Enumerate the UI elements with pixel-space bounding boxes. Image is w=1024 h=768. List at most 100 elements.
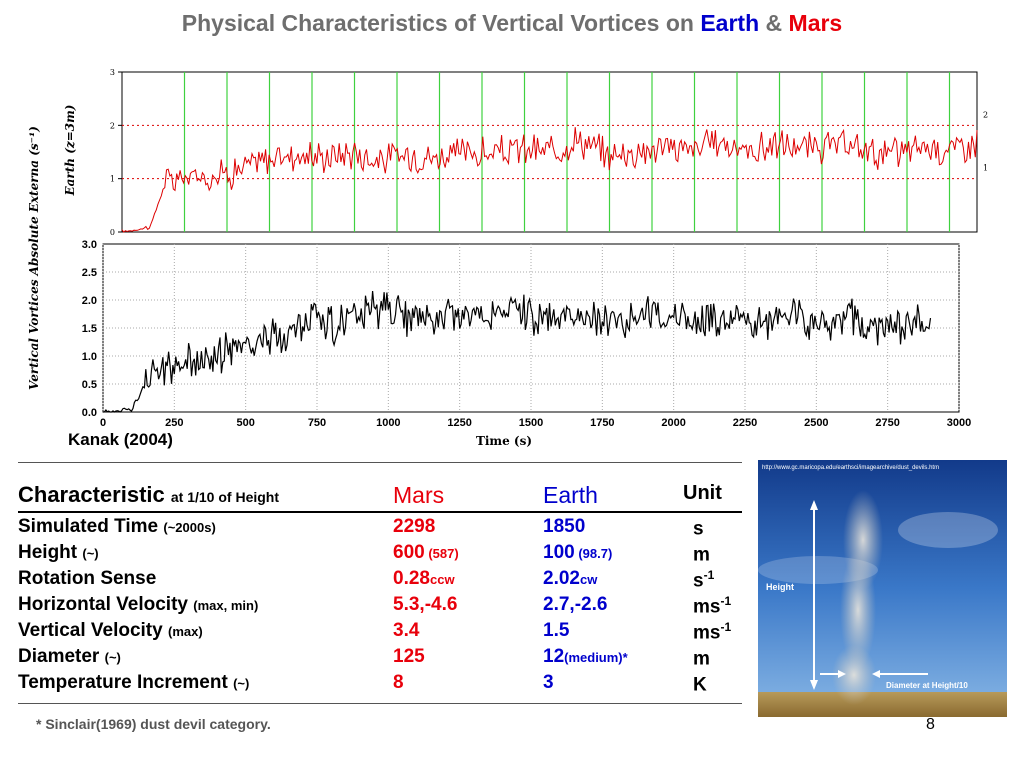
row-mars-note: ccw [429, 572, 455, 587]
lab-series-line [102, 290, 932, 413]
row-unit: s-1 [693, 568, 714, 592]
row-characteristic-qualifier: (~) [104, 650, 121, 665]
diameter-arrow-right-head [872, 670, 880, 678]
lab-ytick-label: 1.5 [82, 323, 97, 335]
row-characteristic: Horizontal Velocity (max, min) [18, 594, 258, 616]
row-characteristic: Simulated Time (~2000s) [18, 516, 216, 538]
row-characteristic-name: Simulated Time [18, 516, 159, 537]
lab-ytick-label: 3.0 [82, 239, 97, 251]
table-header-rule [18, 511, 742, 513]
header-mars: Mars [393, 482, 445, 508]
earth-series-line [121, 127, 978, 233]
row-characteristic-name: Height [18, 542, 78, 563]
lab-xtick-label: 250 [165, 417, 183, 429]
height-arrow-bottom [810, 680, 818, 690]
row-earth-main: 12 [543, 646, 565, 667]
header-characteristic: Characteristic at 1/10 of Height [18, 482, 279, 508]
header-unit: Unit [683, 482, 722, 504]
row-mars-value: 0.28ccw [393, 568, 455, 590]
row-characteristic-name: Vertical Velocity [18, 620, 163, 641]
row-characteristic-qualifier: (~) [82, 546, 99, 561]
row-unit-main: m [693, 648, 710, 670]
row-characteristic: Vertical Velocity (max) [18, 620, 203, 642]
row-earth-main: 100 [543, 542, 575, 563]
table-header-row: Characteristic at 1/10 of Height Mars Ea… [18, 482, 758, 508]
chart-background [18, 58, 999, 451]
dust-devil-photo: http://www.gc.maricopa.edu/earthsci/imag… [758, 460, 1007, 717]
figure-credit: Kanak (2004) [68, 430, 173, 449]
x-axis-title: Time (s) [476, 434, 532, 448]
row-characteristic-qualifier: (max) [167, 624, 203, 639]
row-earth-note: (medium)* [564, 650, 628, 665]
page-title: Physical Characteristics of Vertical Vor… [0, 10, 1024, 37]
lab-xtick-label: 3000 [947, 417, 971, 429]
row-earth-main: 3 [543, 672, 554, 693]
reference-label: 1 [983, 164, 988, 173]
row-earth-value: 1850 [543, 516, 585, 538]
row-mars-main: 3.4 [393, 620, 420, 641]
row-unit-main: ms [693, 622, 721, 644]
row-earth-note: cw [579, 572, 598, 587]
table-top-rule [18, 462, 742, 463]
row-unit: m [693, 646, 710, 670]
table-row: Horizontal Velocity (max, min) 5.3,-4.6 2.… [18, 594, 758, 618]
lab-xtick-label: 2000 [661, 417, 685, 429]
table-row: Diameter (~) 125 12(medium)* m [18, 646, 758, 670]
lab-xtick-label: 2750 [875, 417, 899, 429]
dust-column-middle [840, 550, 876, 670]
row-unit: ms-1 [693, 620, 731, 644]
row-mars-value: 5.3,-4.6 [393, 594, 457, 616]
row-earth-value: 100 (98.7) [543, 542, 612, 564]
lab-ytick-label: 2.0 [82, 295, 97, 307]
row-earth-main: 1850 [543, 516, 586, 537]
y-axis-title: Vertical Vortices Absolute Externa (s⁻¹) [27, 126, 41, 390]
row-characteristic: Diameter (~) [18, 646, 121, 668]
earth-ytick-label: 1 [110, 175, 115, 184]
row-mars-value: 8 [393, 672, 404, 694]
row-characteristic-qualifier: (max, min) [193, 598, 259, 613]
title-mars: Mars [788, 10, 843, 36]
table-bottom-rule [18, 703, 742, 704]
row-characteristic-name: Rotation Sense [18, 568, 157, 589]
row-unit-main: K [693, 674, 707, 696]
vortex-figure: 1 2 0 1 2 3 0.0 0.5 1.0 1.5 2.0 2.5 3.0 0 250 500 750… [18, 58, 999, 451]
lab-xtick-label: 1750 [590, 417, 614, 429]
row-mars-value: 3.4 [393, 620, 419, 642]
title-prefix: Physical Characteristics of Vertical Vor… [181, 10, 701, 36]
header-earth: Earth [543, 482, 598, 508]
row-unit-main: s [693, 518, 704, 540]
row-mars-main: 125 [393, 646, 425, 667]
row-characteristic-qualifier: (~) [233, 676, 250, 691]
lab-ytick-label: 0.5 [82, 379, 97, 391]
row-characteristic-name: Diameter [18, 646, 100, 667]
row-mars-value: 600 (587) [393, 542, 459, 564]
row-mars-main: 600 [393, 542, 425, 563]
table-row: Simulated Time (~2000s) 2298 1850 s [18, 516, 758, 540]
row-unit-exponent: -1 [720, 594, 732, 608]
row-earth-value: 2.02cw [543, 568, 597, 590]
title-earth: Earth [700, 10, 760, 36]
table-row: Rotation Sense 0.28ccw 2.02cw s-1 [18, 568, 758, 592]
header-characteristic-qualifier: at 1/10 of Height [170, 489, 280, 505]
row-unit-exponent: -1 [703, 568, 715, 582]
row-unit: s [693, 516, 704, 540]
lab-xtick-label: 1000 [376, 417, 400, 429]
dust-column-base [832, 645, 876, 705]
ground [758, 692, 1007, 717]
height-label: Height [766, 582, 794, 592]
lab-xtick-label: 750 [308, 417, 326, 429]
photo-url: http://www.gc.maricopa.edu/earthsci/imag… [762, 465, 939, 471]
lab-xtick-label: 2500 [804, 417, 828, 429]
row-earth-main: 2.7,-2.6 [543, 594, 608, 615]
reference-label: 2 [983, 110, 988, 119]
title-amp: & [759, 10, 789, 36]
row-unit: m [693, 542, 710, 566]
page-number: 8 [926, 716, 935, 733]
top-y-label: Earth (z=3m) [63, 105, 77, 197]
row-mars-value: 2298 [393, 516, 435, 538]
header-characteristic-label: Characteristic [18, 482, 165, 507]
row-unit-main: m [693, 544, 710, 566]
earth-ytick-label: 2 [110, 121, 115, 130]
vortex-chart: 1 2 0 1 2 3 0.0 0.5 1.0 1.5 2.0 2.5 3.0 0 250 500 750… [18, 58, 999, 451]
earth-plot-frame [121, 71, 978, 233]
